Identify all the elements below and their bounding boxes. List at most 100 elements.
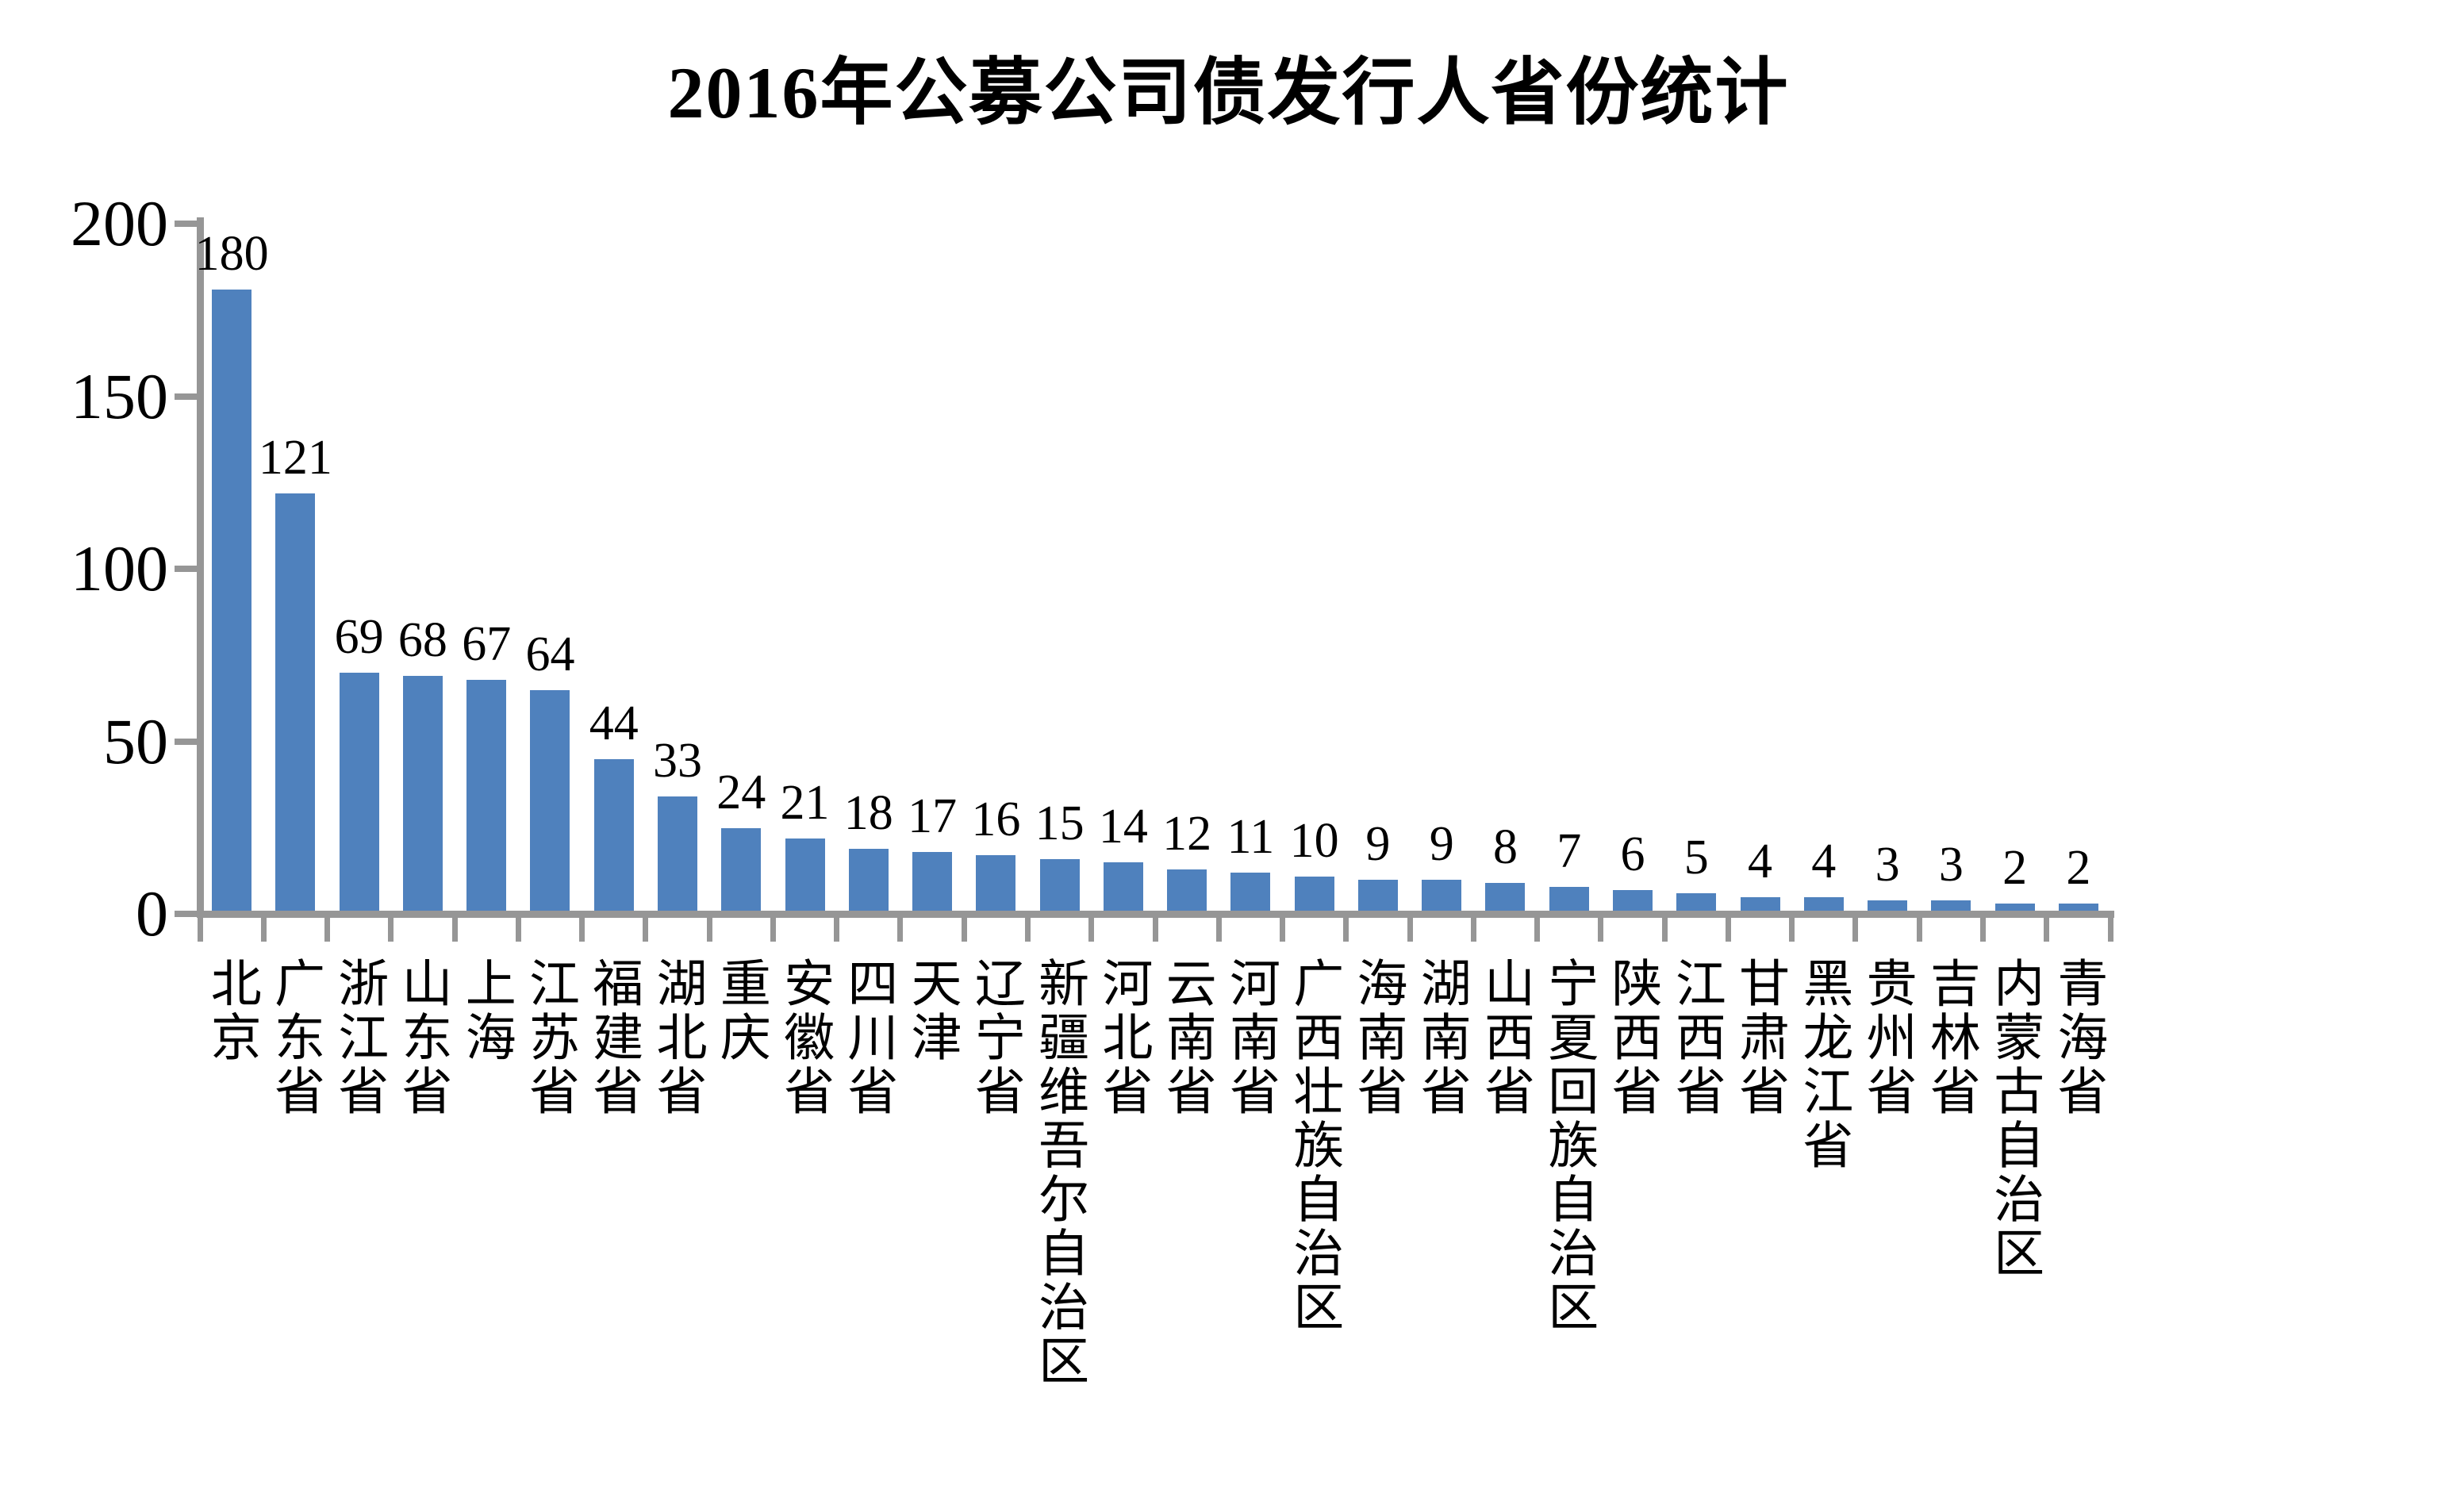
- bar: [1803, 896, 1844, 911]
- category-label: 福建省: [585, 957, 643, 1119]
- y-axis-tick: [175, 221, 197, 227]
- category-label-slot: 青海省: [2047, 957, 2110, 1512]
- bar: [212, 290, 252, 911]
- category-label: 陕西省: [1604, 957, 1661, 1119]
- bar-value-label: 21: [780, 775, 830, 830]
- x-axis-tick: [770, 918, 776, 942]
- category-label-slot: 广东省: [263, 957, 327, 1512]
- bar-value-label: 24: [716, 765, 766, 819]
- bar-value-label: 180: [194, 227, 269, 281]
- bar: [1613, 889, 1653, 911]
- x-axis-tick: [706, 918, 712, 942]
- y-axis-tick: [175, 738, 197, 745]
- category-label-slot: 新疆维吾尔自治区: [1027, 957, 1091, 1512]
- category-label: 河北省: [1095, 957, 1152, 1119]
- x-axis-tick: [1725, 918, 1731, 942]
- category-label: 辽宁省: [967, 957, 1024, 1119]
- x-axis-tick: [388, 918, 394, 942]
- x-axis-tick: [1598, 918, 1604, 942]
- bar-value-label: 11: [1227, 810, 1275, 865]
- category-label: 安徽省: [777, 957, 834, 1119]
- bar-value-label: 33: [653, 734, 702, 789]
- category-label: 湖北省: [649, 957, 706, 1119]
- bar: [1230, 873, 1271, 911]
- bar: [721, 827, 762, 911]
- bar-value-label: 4: [1748, 834, 1773, 888]
- bar: [785, 838, 825, 911]
- category-label: 江西省: [1668, 957, 1725, 1119]
- x-axis-tick: [197, 918, 203, 942]
- category-label: 重庆: [712, 957, 770, 1065]
- category-label-slot: 山西省: [1473, 957, 1537, 1512]
- bar: [1740, 896, 1780, 911]
- bar: [402, 676, 443, 911]
- bar-value-label: 18: [843, 785, 893, 840]
- bar-value-label: 17: [908, 789, 958, 844]
- bar: [275, 493, 316, 911]
- category-label: 天津: [904, 957, 961, 1065]
- category-label-slot: 浙江省: [328, 957, 391, 1512]
- bar-value-label: 3: [1938, 837, 1964, 892]
- bar: [848, 848, 889, 911]
- bar-value-label: 9: [1429, 816, 1454, 871]
- category-label-slot: 天津: [900, 957, 964, 1512]
- x-axis-tick: [451, 918, 458, 942]
- x-axis-tick: [324, 918, 331, 942]
- y-axis-tick: [175, 566, 197, 572]
- bar-value-label: 16: [971, 792, 1021, 847]
- bar-value-label: 121: [258, 430, 332, 485]
- category-label-slot: 湖南省: [1410, 957, 1473, 1512]
- category-label: 北京: [203, 957, 260, 1065]
- bar: [1422, 879, 1462, 911]
- y-axis-tick-label: 100: [71, 532, 168, 604]
- category-label-slot: 陕西省: [1601, 957, 1664, 1512]
- bar-value-label: 44: [589, 696, 639, 750]
- category-label: 黑龙江省: [1795, 957, 1852, 1172]
- category-label: 青海省: [2050, 957, 2107, 1119]
- x-axis-tick: [1215, 918, 1222, 942]
- bar-value-label: 7: [1557, 823, 1582, 878]
- bar: [1039, 858, 1080, 911]
- y-axis-line: [197, 217, 204, 918]
- category-label: 广东省: [267, 957, 324, 1119]
- bar-value-label: 8: [1492, 820, 1518, 875]
- bar-value-label: 4: [1811, 834, 1837, 888]
- category-label-slot: 黑龙江省: [1792, 957, 1856, 1512]
- bar: [339, 672, 379, 911]
- bar-value-label: 12: [1162, 806, 1212, 861]
- x-axis-tick: [961, 918, 967, 942]
- category-label-slot: 安徽省: [773, 957, 836, 1512]
- bar: [1357, 879, 1398, 911]
- y-axis-tick-label: 150: [71, 359, 168, 432]
- category-label-slot: 北京: [200, 957, 263, 1512]
- category-label-slot: 重庆: [709, 957, 773, 1512]
- x-axis-tick: [1343, 918, 1349, 942]
- bar: [976, 855, 1016, 911]
- x-axis-tick: [1470, 918, 1476, 942]
- category-label: 新疆维吾尔自治区: [1031, 957, 1088, 1388]
- category-label-slot: 上海: [455, 957, 518, 1512]
- category-label-slot: 贵州省: [1856, 957, 1919, 1512]
- category-label-slot: 广西壮族自治区: [1283, 957, 1346, 1512]
- category-label: 浙江省: [331, 957, 388, 1119]
- bar: [466, 679, 507, 911]
- category-label: 四川省: [840, 957, 897, 1119]
- bar: [530, 689, 570, 911]
- x-axis-tick: [1152, 918, 1158, 942]
- bar: [2058, 904, 2098, 911]
- category-label: 吉林省: [1922, 957, 1979, 1119]
- category-label: 广西壮族自治区: [1286, 957, 1343, 1334]
- x-axis-tick: [1024, 918, 1031, 942]
- category-label-slot: 山东省: [391, 957, 455, 1512]
- category-label-slot: 湖北省: [646, 957, 709, 1512]
- bar: [1167, 869, 1207, 911]
- category-label: 山西省: [1477, 957, 1534, 1119]
- category-label: 江苏省: [522, 957, 579, 1119]
- bar-value-label: 14: [1098, 800, 1148, 854]
- category-label: 甘肃省: [1732, 957, 1789, 1119]
- category-label-slot: 江苏省: [518, 957, 582, 1512]
- y-axis-tick-label: 50: [103, 704, 168, 777]
- x-axis-tick: [1916, 918, 1922, 942]
- x-axis-tick: [897, 918, 904, 942]
- x-axis-tick: [1979, 918, 1986, 942]
